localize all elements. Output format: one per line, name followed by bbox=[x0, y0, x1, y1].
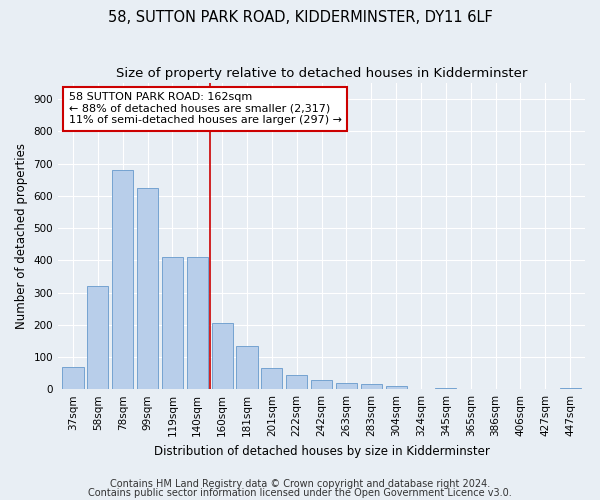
Bar bbox=[137, 188, 158, 389]
X-axis label: Distribution of detached houses by size in Kidderminster: Distribution of detached houses by size … bbox=[154, 444, 490, 458]
Bar bbox=[212, 323, 233, 389]
Bar bbox=[162, 257, 183, 389]
Bar bbox=[286, 374, 307, 389]
Bar bbox=[311, 380, 332, 389]
Bar bbox=[112, 170, 133, 389]
Bar bbox=[386, 386, 407, 389]
Bar bbox=[87, 286, 109, 389]
Text: 58 SUTTON PARK ROAD: 162sqm
← 88% of detached houses are smaller (2,317)
11% of : 58 SUTTON PARK ROAD: 162sqm ← 88% of det… bbox=[68, 92, 341, 126]
Bar bbox=[560, 388, 581, 389]
Title: Size of property relative to detached houses in Kidderminster: Size of property relative to detached ho… bbox=[116, 68, 527, 80]
Bar bbox=[187, 257, 208, 389]
Bar bbox=[62, 366, 83, 389]
Y-axis label: Number of detached properties: Number of detached properties bbox=[15, 143, 28, 329]
Bar bbox=[435, 388, 457, 389]
Text: 58, SUTTON PARK ROAD, KIDDERMINSTER, DY11 6LF: 58, SUTTON PARK ROAD, KIDDERMINSTER, DY1… bbox=[107, 10, 493, 25]
Bar bbox=[236, 346, 257, 389]
Bar bbox=[361, 384, 382, 389]
Text: Contains HM Land Registry data © Crown copyright and database right 2024.: Contains HM Land Registry data © Crown c… bbox=[110, 479, 490, 489]
Bar bbox=[336, 382, 357, 389]
Bar bbox=[261, 368, 283, 389]
Text: Contains public sector information licensed under the Open Government Licence v3: Contains public sector information licen… bbox=[88, 488, 512, 498]
